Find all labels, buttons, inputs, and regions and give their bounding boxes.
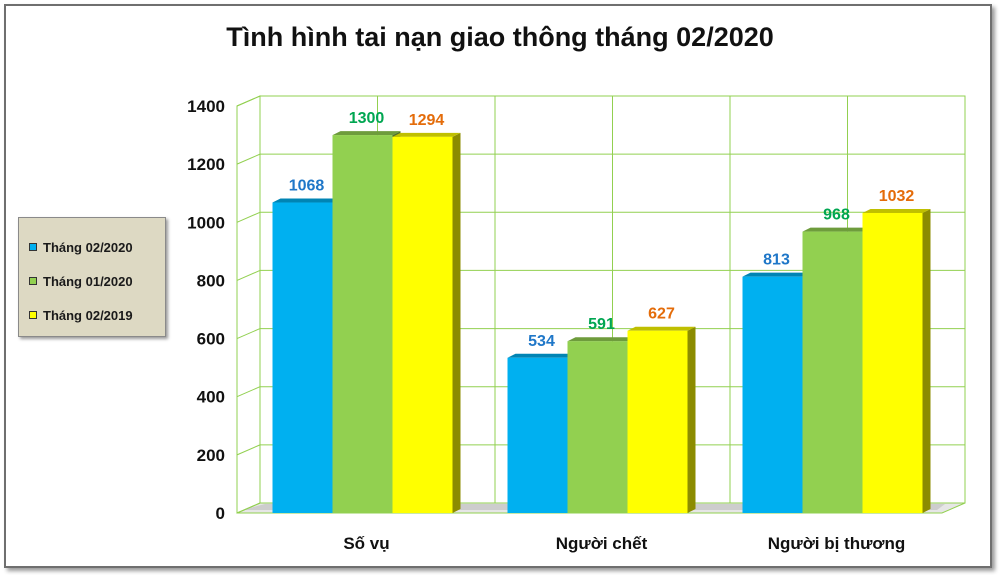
y-axis-ticks: 0 200 400 600 800 1000 1200 1400 <box>187 97 225 523</box>
y-tick-label: 600 <box>197 330 225 349</box>
x-category-label: Người chết <box>556 534 648 553</box>
bar-top <box>627 326 696 331</box>
legend-swatch <box>29 277 37 285</box>
bar-top <box>862 208 931 213</box>
data-label: 813 <box>763 252 790 269</box>
data-label: 627 <box>648 306 675 323</box>
bar-top <box>392 132 461 137</box>
gridline-side <box>236 328 261 340</box>
bar-side <box>687 326 696 513</box>
gridline-side <box>236 269 261 281</box>
bar-side <box>452 132 461 513</box>
data-label: 534 <box>528 333 555 350</box>
y-tick-label: 800 <box>197 271 225 290</box>
legend-swatch <box>29 243 37 251</box>
data-label: 591 <box>588 316 615 333</box>
x-category-label: Số vụ <box>343 534 389 553</box>
x-category-label: Người bị thương <box>768 534 906 553</box>
bar-side <box>922 208 931 514</box>
chart-bars <box>272 131 931 514</box>
y-tick-label: 1000 <box>187 213 225 232</box>
y-tick-label: 1200 <box>187 155 225 174</box>
y-tick-label: 200 <box>197 446 225 465</box>
bar-front <box>862 212 923 514</box>
bar <box>392 132 461 513</box>
bar <box>567 337 636 513</box>
bar <box>862 208 931 514</box>
gridline-side <box>236 444 261 456</box>
legend-swatch <box>29 311 37 319</box>
bar-top <box>742 272 811 277</box>
legend-label: Tháng 02/2019 <box>43 307 133 323</box>
bar-front <box>742 276 803 513</box>
y-tick-label: 400 <box>197 388 225 407</box>
x-axis-categories: Số vụ Người chết Người bị thương <box>343 534 905 553</box>
bar <box>507 353 576 513</box>
data-label: 1300 <box>349 110 385 127</box>
legend-item: Tháng 02/2019 <box>29 306 133 324</box>
bar-top <box>802 227 871 232</box>
bar-front <box>627 330 688 513</box>
bar-front <box>802 231 863 514</box>
bar-front <box>272 202 333 513</box>
gridline-side <box>236 211 261 223</box>
bar <box>802 227 871 514</box>
bar-front <box>332 135 393 514</box>
legend-item: Tháng 02/2020 <box>29 238 133 256</box>
bar-top <box>272 198 341 203</box>
data-label: 968 <box>823 207 850 224</box>
legend-item: Tháng 01/2020 <box>29 272 133 290</box>
chart-legend: Tháng 02/2020 Tháng 01/2020 Tháng 02/201… <box>18 217 166 337</box>
gridline-side <box>236 502 261 514</box>
bar-top <box>507 353 576 358</box>
y-tick-label: 1400 <box>187 97 225 116</box>
legend-label: Tháng 01/2020 <box>43 273 133 289</box>
data-labels: 1068 1300 1294 534 591 627 813 968 1032 <box>289 110 915 350</box>
chart-side-wall <box>236 95 261 514</box>
legend-label: Tháng 02/2020 <box>43 239 133 255</box>
bar <box>272 198 341 513</box>
bar-top <box>332 131 401 136</box>
bar-front <box>507 357 568 513</box>
chart-title: Tình hình tai nạn giao thông tháng 02/20… <box>226 22 774 52</box>
bar <box>627 326 696 513</box>
data-label: 1032 <box>879 188 915 205</box>
bar <box>742 272 811 513</box>
bar-front <box>567 341 628 513</box>
gridline-side <box>236 386 261 398</box>
data-label: 1294 <box>409 112 445 129</box>
data-label: 1068 <box>289 178 325 195</box>
gridline-side <box>236 153 261 165</box>
bar <box>332 131 401 514</box>
bar-top <box>567 337 636 342</box>
gridline-side <box>236 95 261 107</box>
y-tick-label: 0 <box>216 504 225 523</box>
bar-front <box>392 136 453 513</box>
